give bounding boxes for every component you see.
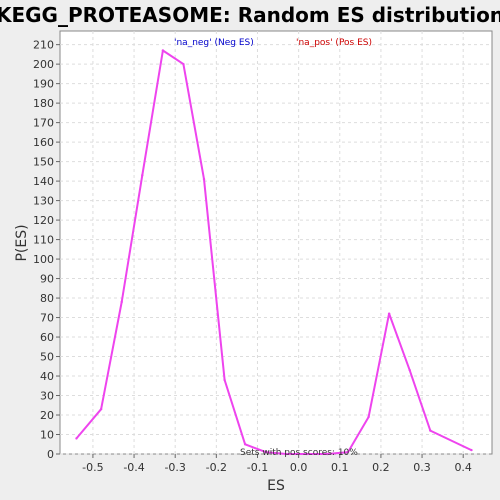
plot-area bbox=[59, 30, 493, 455]
y-tick-label: 190 bbox=[33, 78, 54, 91]
x-tick-label: -0.2 bbox=[206, 461, 227, 474]
data-point bbox=[161, 49, 165, 52]
x-tick-label: 0.4 bbox=[454, 461, 472, 474]
data-point bbox=[99, 407, 103, 411]
data-point bbox=[346, 450, 350, 454]
data-point bbox=[182, 62, 185, 66]
y-tick-label: 130 bbox=[33, 195, 54, 208]
data-point bbox=[141, 174, 144, 177]
x-tick-label: -0.4 bbox=[123, 461, 144, 474]
data-point bbox=[429, 429, 432, 432]
x-tick-label: 0.0 bbox=[290, 461, 308, 474]
y-tick-label: 50 bbox=[40, 351, 54, 364]
y-tick-label: 70 bbox=[40, 312, 54, 325]
y-tick-label: 150 bbox=[33, 156, 54, 169]
y-tick-label: 60 bbox=[40, 331, 54, 344]
data-point bbox=[223, 378, 226, 382]
data-point bbox=[305, 452, 309, 456]
data-point bbox=[408, 368, 411, 372]
x-tick-label: 0.1 bbox=[331, 461, 349, 474]
y-tick-label: 110 bbox=[33, 234, 54, 247]
x-tick-label: -0.3 bbox=[164, 461, 185, 474]
data-point bbox=[470, 448, 473, 452]
y-tick-label: 30 bbox=[40, 390, 54, 403]
y-tick-label: 210 bbox=[33, 39, 54, 52]
y-tick-label: 180 bbox=[33, 97, 54, 110]
data-point bbox=[202, 177, 206, 181]
legend-item-pos: 'na_pos' (Pos ES) bbox=[296, 38, 372, 48]
y-axis-label: P(ES) bbox=[14, 224, 30, 261]
x-tick-label: 0.3 bbox=[413, 461, 431, 474]
data-point bbox=[120, 300, 123, 304]
y-tick-label: 100 bbox=[33, 253, 54, 266]
axes: 0 10 20 30 40 50 60 70 80 90 100 110 120 130 140 150 160… bbox=[33, 39, 472, 474]
y-tick-label: 20 bbox=[40, 409, 54, 422]
x-tick-label: -0.5 bbox=[82, 461, 103, 474]
chart-title: KEGG_PROTEASOME: Random ES distribution bbox=[0, 3, 500, 27]
annotation-pos-scores: Sets with pos scores: 10% bbox=[240, 448, 358, 458]
data-point bbox=[285, 452, 288, 456]
data-point bbox=[75, 437, 78, 440]
x-tick-label: 0.2 bbox=[372, 461, 390, 474]
x-tick-label: -0.1 bbox=[247, 461, 268, 474]
y-tick-label: 80 bbox=[40, 292, 54, 305]
series-layer bbox=[75, 49, 473, 456]
data-point bbox=[264, 450, 267, 454]
y-tick-label: 160 bbox=[33, 136, 54, 149]
y-tick-label: 40 bbox=[40, 370, 54, 383]
y-tick-label: 120 bbox=[33, 214, 54, 227]
y-tick-label: 170 bbox=[33, 117, 54, 130]
y-tick-label: 90 bbox=[40, 273, 54, 286]
data-point bbox=[387, 312, 391, 315]
y-tick-label: 200 bbox=[33, 58, 54, 71]
y-tick-label: 10 bbox=[40, 429, 54, 442]
legend-item-neg: 'na_neg' (Neg ES) bbox=[174, 38, 254, 48]
y-tick-label: 0 bbox=[47, 448, 54, 461]
data-point bbox=[367, 415, 370, 419]
data-point bbox=[326, 452, 329, 456]
y-tick-label: 140 bbox=[33, 175, 54, 188]
data-point bbox=[243, 443, 247, 446]
x-axis-label: ES bbox=[267, 478, 285, 494]
